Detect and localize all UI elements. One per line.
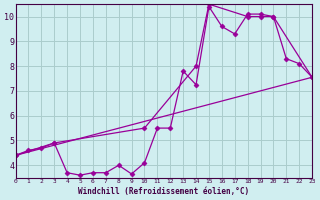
X-axis label: Windchill (Refroidissement éolien,°C): Windchill (Refroidissement éolien,°C): [78, 187, 249, 196]
